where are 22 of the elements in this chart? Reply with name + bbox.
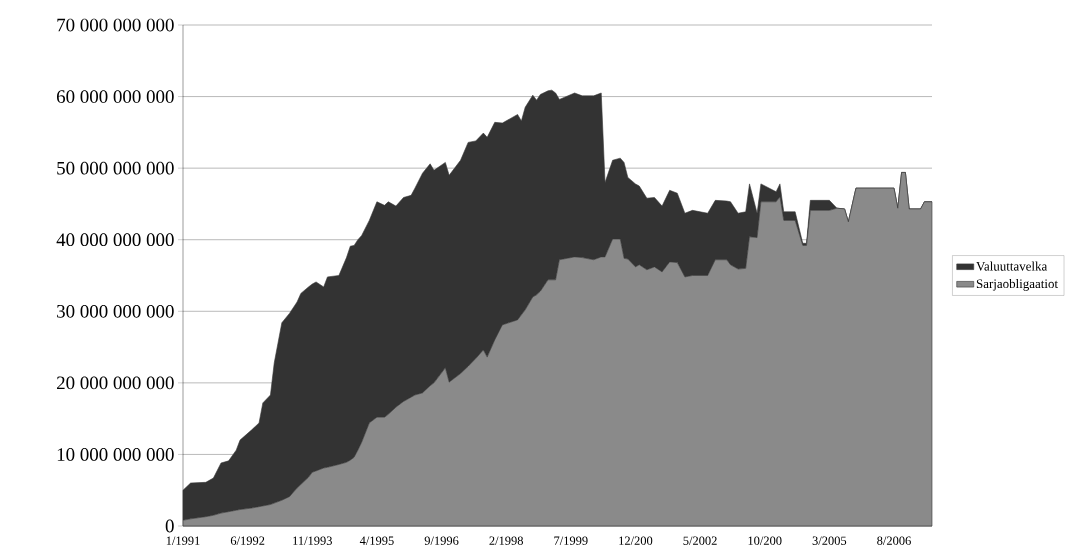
y-tick-label: 0 [165,519,174,533]
y-tick-label: 60 000 000 000 [56,90,174,103]
x-tick-label: 7/1999 [554,536,588,545]
legend-label: Valuuttavelka [976,261,1048,271]
x-tick-label: 4/1995 [359,536,394,545]
x-tick-label: 8/2006 [877,536,911,545]
x-tick-label: 3/2005 [812,536,847,545]
y-tick-label: 50 000 000 000 [57,161,174,175]
x-tick-label: 9/1996 [424,536,459,545]
legend-label: Sarjaobligaatiot [976,279,1058,291]
x-tick-label: 10/200 [748,536,782,545]
x-tick-label: 5/2002 [683,536,717,545]
y-tick-label: 10 000 000 000 [57,448,174,461]
y-tick-label: 20 000 000 000 [57,376,174,390]
x-tick-label: 6/1992 [230,536,265,545]
y-tick-label: 30 000 000 000 [57,304,174,318]
x-tick-label: 11/1993 [293,536,332,545]
x-tick-label: 1/1991 [166,536,200,545]
y-tick-label: 70 000 000 000 [57,18,174,32]
x-tick-label: 2/1998 [489,536,523,545]
x-tick-label: 12/200 [619,536,653,545]
y-tick-label: 40 000 000 000 [56,233,174,247]
